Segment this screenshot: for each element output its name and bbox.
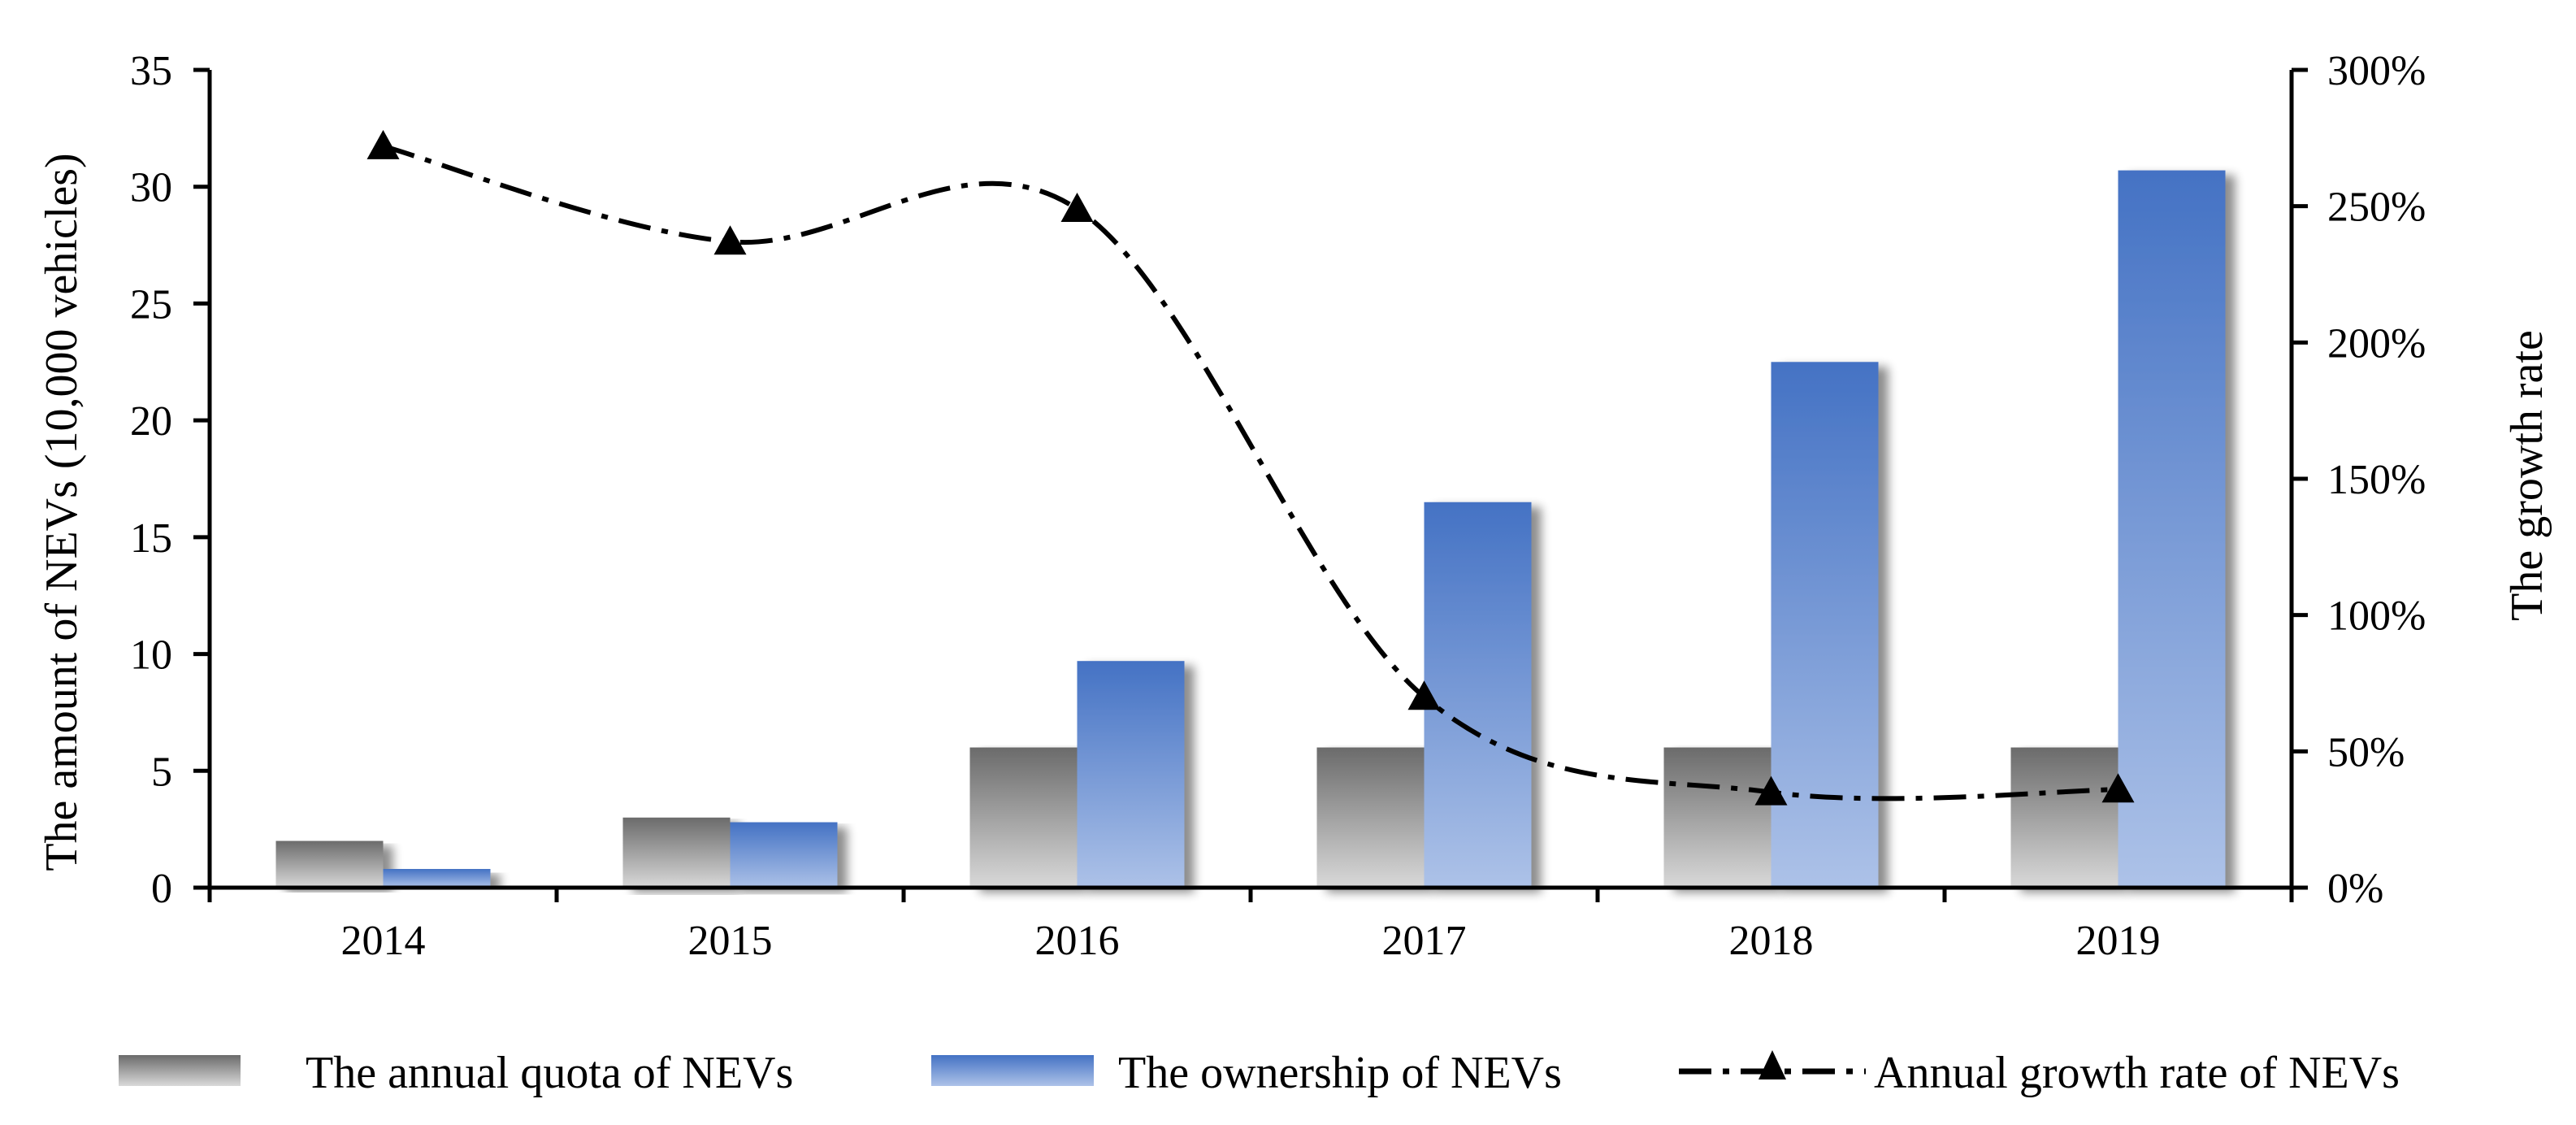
growth-point-2018	[1754, 775, 1788, 806]
legend-swatch-quota	[119, 1055, 241, 1086]
bar-ownership-2017	[1424, 502, 1532, 888]
y-tick-label: 30	[130, 165, 172, 211]
bar-ownership-2018	[1771, 362, 1879, 888]
growth-line-layer	[366, 129, 2135, 806]
growth-point-2016	[1060, 193, 1094, 223]
y-axis-title: The amount of NEVs (10,000 vehicles)	[37, 153, 87, 871]
x-tick-label-2019: 2019	[2076, 918, 2161, 964]
y2-tick-label: 150%	[2327, 457, 2426, 503]
y2-tick-label: 0%	[2327, 866, 2383, 912]
bar-ownership-2016	[1077, 661, 1185, 888]
y2-tick-label: 200%	[2327, 320, 2426, 367]
legend: The annual quota of NEVs The ownership o…	[119, 1048, 2400, 1098]
x-tick-label-2014: 2014	[341, 918, 426, 964]
bar-quota-2016	[969, 747, 1078, 888]
x-tick-label-2016: 2016	[1035, 918, 1120, 964]
bar-ownership-2015	[730, 822, 838, 888]
bar-ownership-2014	[383, 869, 491, 888]
y2-tick-label: 100%	[2327, 593, 2426, 640]
bar-quota-2017	[1316, 747, 1425, 888]
y2-tick-label: 50%	[2327, 729, 2405, 775]
legend-label-ownership: The ownership of NEVs	[1118, 1048, 1562, 1098]
y-tick-label: 20	[130, 398, 172, 445]
x-tick-label-2017: 2017	[1382, 918, 1467, 964]
growth-point-2014	[366, 129, 400, 159]
legend-swatch-ownership	[931, 1055, 1094, 1086]
y-tick-label: 0	[151, 866, 172, 912]
legend-label-quota: The annual quota of NEVs	[306, 1048, 793, 1098]
y-tick-label: 25	[130, 281, 172, 328]
y2-tick-label: 300%	[2327, 48, 2426, 94]
y-tick-label: 35	[130, 48, 172, 94]
bars-layer	[275, 170, 2226, 888]
y2-tick-label: 250%	[2327, 185, 2426, 231]
growth-rate-line	[382, 144, 2118, 801]
bar-quota-2014	[275, 840, 384, 888]
y-tick-label: 15	[130, 515, 172, 562]
y-tick-label: 10	[130, 632, 172, 679]
legend-label-growth: Annual growth rate of NEVs	[1874, 1048, 2400, 1098]
growth-point-2015	[713, 225, 747, 255]
growth-point-2019	[2101, 773, 2135, 803]
bar-ownership-2019	[2118, 170, 2226, 888]
x-tick-label-2018: 2018	[1729, 918, 1814, 964]
bar-quota-2019	[2010, 747, 2118, 888]
legend-marker-growth	[1759, 1050, 1786, 1079]
bar-quota-2015	[622, 817, 731, 888]
growth-point-2017	[1407, 680, 1441, 710]
bar-quota-2018	[1663, 747, 1772, 888]
x-tick-label-2015: 2015	[688, 918, 773, 964]
y2-axis-title: The growth rate	[2502, 330, 2552, 621]
y-tick-label: 5	[151, 749, 172, 795]
axes-layer	[193, 67, 2308, 902]
tick-labels-layer: 0 5 10 15 20 25 30 35 0% 50% 100% 150% 200% 250% 300% 2…	[130, 48, 2426, 964]
